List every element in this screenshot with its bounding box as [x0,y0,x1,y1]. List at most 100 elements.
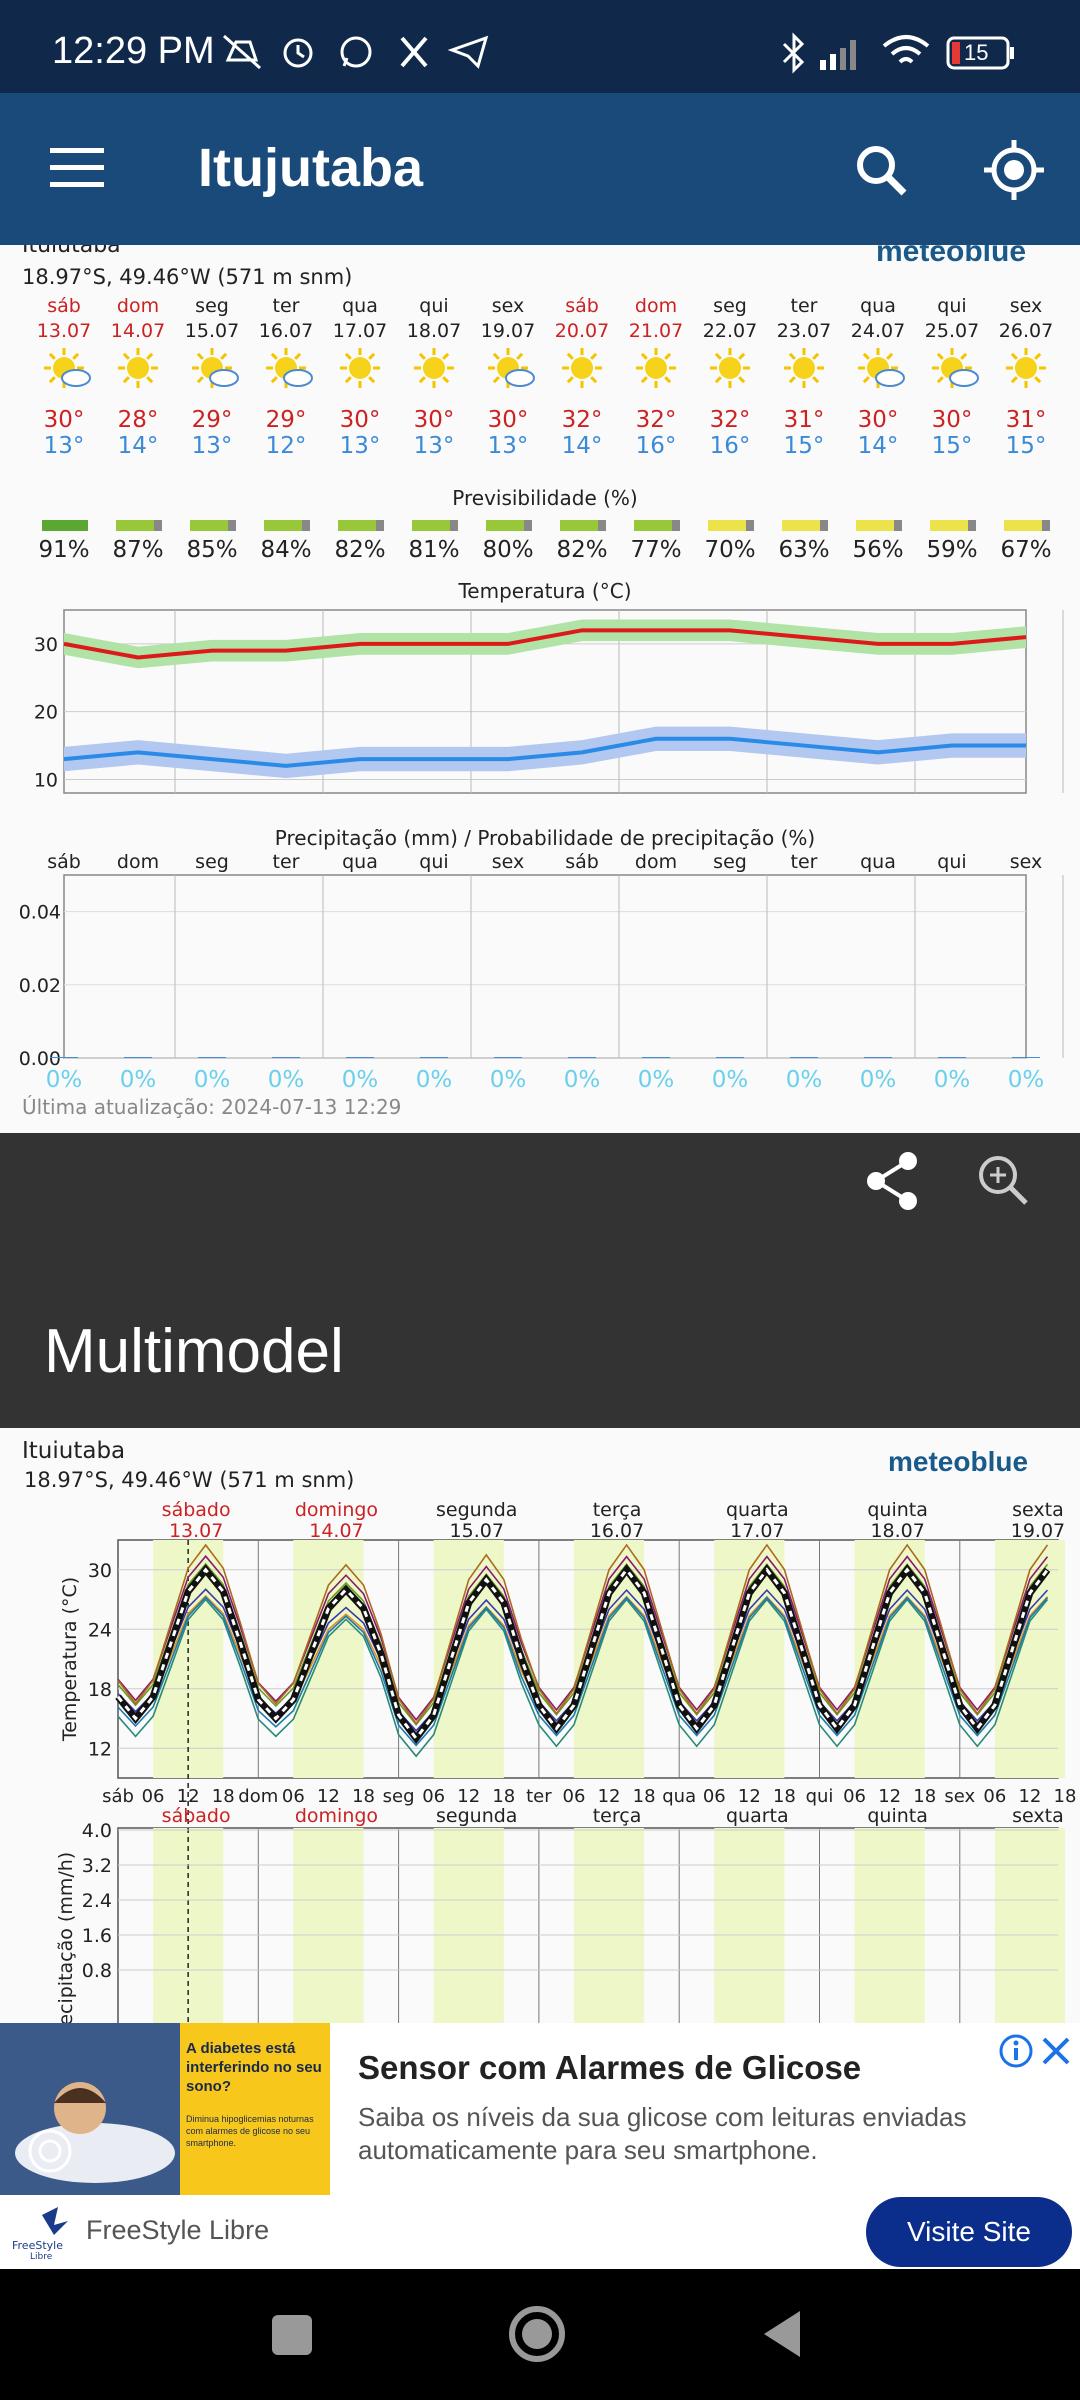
sun-icon [562,348,602,388]
sun-ray [1010,376,1018,384]
min-temp: 16° [636,433,677,459]
multimodel-hour-label: 06 [983,1786,1006,1807]
precip-probability: 0% [786,1067,823,1093]
day-name: ter [273,295,300,317]
day-name: qui [937,295,966,317]
close-icon[interactable] [1040,2035,1072,2067]
search-icon[interactable] [854,143,908,197]
multimodel-day-name: domingo [295,1499,378,1521]
sun-ray [344,352,352,360]
precip-day-label: ter [273,851,300,873]
wifi-icon [882,35,930,64]
multimodel-precip-day-name: terça [593,1805,642,1827]
max-temp: 30° [932,407,973,433]
ad-headline[interactable]: Sensor com Alarmes de Glicose [358,2049,862,2086]
multimodel-hour-label: 18 [1054,1786,1077,1807]
sun-disc [349,357,371,379]
max-temp: 29° [266,407,307,433]
day-name: qua [860,295,896,317]
day-name: dom [117,295,159,317]
locate-icon[interactable] [982,138,1046,202]
precip-probability: 0% [1008,1067,1045,1093]
precip-day-label: qui [419,851,448,873]
multimodel-day-date: 17.07 [730,1520,784,1542]
daytime-shade [433,1828,504,2023]
daytime-shade [293,1540,364,1778]
predictability-value: 91% [38,537,89,563]
info-icon[interactable] [998,2033,1034,2069]
sun-ray [270,376,278,384]
multimodel-day-name: segunda [436,1499,517,1521]
meteogram-chart: sáb13.0730°13°91%dom14.0728°14°87%seg15.… [19,295,1064,1093]
precip-day-label: qua [860,851,896,873]
navigation-bar [0,2269,1080,2400]
day-date: 17.07 [333,320,387,342]
predictability-bar-remainder [154,520,162,531]
back-triangle-icon[interactable] [760,2309,804,2359]
home-circle-icon[interactable] [506,2303,568,2365]
day-date: 19.07 [481,320,535,342]
min-temp: 13° [192,433,233,459]
multimodel-precip-tick: 0.8 [82,1960,112,1982]
multimodel-temp-tick: 30 [88,1560,112,1582]
status-system-icons [782,32,1014,74]
predictability-value: 59% [926,537,977,563]
meteogram-card[interactable]: Ituiutaba 18.97°S, 49.46°W (571 m snm) m… [0,245,1080,1133]
predictability-bar-remainder [376,520,384,531]
menu-icon[interactable] [50,148,104,188]
day-date: 15.07 [185,320,239,342]
status-time: 12:29 PM [52,30,215,72]
ad-image[interactable]: A diabetes está interferindo no seu sono… [0,2023,330,2195]
predictability-value: 63% [778,537,829,563]
min-temp-line [63,736,1026,768]
predictability-bar [856,520,894,531]
day-name: sex [492,295,525,317]
day-date: 14.07 [111,320,165,342]
min-temp: 13° [414,433,455,459]
square-icon[interactable] [270,2313,314,2357]
max-temp: 32° [636,407,677,433]
precip-bar [494,1057,522,1058]
sun-ray [664,376,672,384]
sun-ray [368,376,376,384]
max-temp: 30° [44,407,85,433]
sun-ray [788,352,796,360]
multimodel-precip-tick: 2.4 [82,1890,112,1912]
multimodel-card[interactable]: Ituiutaba 18.97°S, 49.46°W (571 m snm) m… [0,1428,1080,2023]
predictability-title: Previsibilidade (%) [452,486,637,510]
sun-ray [664,352,672,360]
telegram-icon [447,35,489,69]
predictability-value: 77% [630,537,681,563]
multimodel-hour-label: ter [526,1786,552,1807]
precip-day-label: dom [117,851,159,873]
ad-brand: FreeStyle Libre [86,2215,270,2245]
sun-ray [294,352,302,360]
predictability-bar-remainder [894,520,902,531]
multimodel-precip-ylabel: Precipitação (mm/h) [55,1852,77,2023]
svg-text:Libre: Libre [30,2252,53,2261]
ad-body: Saiba os níveis da sua glicose com leitu… [358,2102,967,2165]
precip-bar [568,1057,596,1058]
max-temp-line [63,628,1027,660]
share-icon[interactable] [864,1151,920,1211]
partly-cloudy-icon [858,348,905,388]
multimodel-hour-label: 18 [773,1786,796,1807]
multimodel-day-name: sexta [1012,1499,1064,1521]
predictability-bar-remainder [820,520,828,531]
multimodel-hour-label: 12 [738,1786,761,1807]
precip-tick-label: 0.02 [19,975,61,997]
sun-ray [936,376,944,384]
partly-cloudy-icon [192,348,239,388]
model-temp-line [117,1543,1049,1725]
zoom-in-icon[interactable] [976,1153,1030,1207]
visit-site-button[interactable]: Visite Site [866,2197,1072,2267]
precip-probability: 0% [564,1067,601,1093]
predictability-bar-remainder [450,520,458,531]
predictability-value: 87% [112,537,163,563]
multimodel-precip-day-name: sábado [162,1805,231,1827]
precip-probability: 0% [46,1067,83,1093]
meteogram-location: Ituiutaba [22,245,121,258]
ad-banner[interactable]: A diabetes está interferindo no seu sono… [0,2023,1080,2269]
precip-day-label: seg [713,851,747,873]
precip-probability: 0% [934,1067,971,1093]
